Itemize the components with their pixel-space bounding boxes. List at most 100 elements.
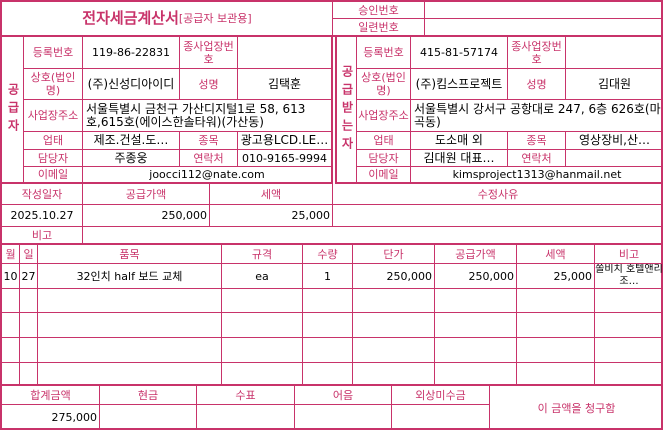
items-header-unit-price: 단가 xyxy=(353,245,435,264)
approval-value xyxy=(425,2,663,19)
items-header-tax-amount: 세액 xyxy=(517,245,595,264)
supplier-contact-label: 연락처 xyxy=(180,150,238,167)
supplier-item-label: 종목 xyxy=(180,132,238,150)
footer-credit-value xyxy=(392,405,490,430)
empty-cell xyxy=(353,313,435,338)
receiver-biz-type: 도소매 외 xyxy=(411,132,508,150)
receiver-biz-type-label: 업태 xyxy=(357,132,411,150)
empty-cell xyxy=(2,313,20,338)
item-remark: 쏠비치 호텔앤리조… xyxy=(595,264,663,289)
footer-check-label: 수표 xyxy=(197,386,295,405)
empty-cell xyxy=(435,313,517,338)
supplier-contact: 010-9165-9994 xyxy=(238,150,333,167)
supplier-manager-label: 담당자 xyxy=(24,150,83,167)
empty-cell xyxy=(303,338,353,363)
items-header-item-name: 품목 xyxy=(38,245,222,264)
empty-cell xyxy=(353,363,435,386)
empty-cell xyxy=(2,338,20,363)
empty-cell xyxy=(435,363,517,386)
footer-total-label: 합계금액 xyxy=(2,386,100,405)
item-spec: ea xyxy=(222,264,303,289)
footer-cash-label: 현금 xyxy=(100,386,197,405)
empty-cell xyxy=(303,289,353,313)
receiver-name-label: 상호(법인명) xyxy=(357,69,411,100)
empty-cell xyxy=(517,313,595,338)
item-qty: 1 xyxy=(303,264,353,289)
items-header-qty: 수량 xyxy=(303,245,353,264)
supplier-name: (주)신성디아이디 xyxy=(83,69,180,100)
supply-value: 250,000 xyxy=(83,205,210,227)
reason-label: 수정사유 xyxy=(333,184,663,205)
item-month: 10 xyxy=(2,264,20,289)
receiver-reg-no: 415-81-57174 xyxy=(411,37,508,69)
empty-cell xyxy=(20,338,38,363)
serial-label: 일련번호 xyxy=(333,19,425,37)
empty-cell xyxy=(38,363,222,386)
note-label: 비고 xyxy=(2,227,83,245)
note-value xyxy=(83,227,663,245)
empty-cell xyxy=(595,338,663,363)
supplier-email-label: 이메일 xyxy=(24,167,83,184)
item-supply-amount: 250,000 xyxy=(435,264,517,289)
items-header-day: 일 xyxy=(20,245,38,264)
empty-cell xyxy=(222,363,303,386)
empty-cell xyxy=(38,338,222,363)
claim-text: 이 금액을 청구함 xyxy=(537,401,616,415)
title-main: 전자세금계산서 xyxy=(82,9,179,27)
receiver-rep: 김대원 xyxy=(566,69,663,100)
items-header-remark: 비고 xyxy=(595,245,663,264)
tax-value: 25,000 xyxy=(210,205,333,227)
receiver-item: 영상장비,산… xyxy=(566,132,663,150)
date-label: 작성일자 xyxy=(2,184,83,205)
empty-cell xyxy=(20,289,38,313)
empty-cell xyxy=(517,338,595,363)
receiver-contact-label: 연락처 xyxy=(508,150,566,167)
receiver-manager-label: 담당자 xyxy=(357,150,411,167)
empty-cell xyxy=(517,363,595,386)
empty-cell xyxy=(222,338,303,363)
receiver-reg-no-label: 등록번호 xyxy=(357,37,411,69)
empty-cell xyxy=(353,289,435,313)
title-sub: [공급자 보관용] xyxy=(178,12,252,25)
item-day: 27 xyxy=(20,264,38,289)
footer-cash-value xyxy=(100,405,197,430)
receiver-manager: 김대원 대표… xyxy=(411,150,508,167)
item-unit-price: 250,000 xyxy=(353,264,435,289)
supplier-address-label: 사업장주소 xyxy=(24,100,83,132)
date-value: 2025.10.27 xyxy=(2,205,83,227)
footer-check-value xyxy=(197,405,295,430)
receiver-name: (주)킴스프로젝트 xyxy=(411,69,508,100)
receiver-email-label: 이메일 xyxy=(357,167,411,184)
supplier-email[interactable]: joocci112@nate.com xyxy=(83,167,333,184)
receiver-address: 서울특별시 강서구 공항대로 247, 6층 626호(마곡동) xyxy=(411,100,663,132)
empty-cell xyxy=(517,289,595,313)
supplier-sub-biz-label: 종사업장번호 xyxy=(180,37,238,69)
empty-cell xyxy=(435,289,517,313)
supplier-side-label: 공급자 xyxy=(2,37,24,184)
supply-label: 공급가액 xyxy=(83,184,210,205)
empty-cell xyxy=(2,289,20,313)
supplier-address: 서울특별시 금천구 가산디지털1로 58, 613호,615호(에이스한솔타워)… xyxy=(83,100,333,132)
item-tax-amount: 25,000 xyxy=(517,264,595,289)
empty-cell xyxy=(38,313,222,338)
empty-cell xyxy=(303,313,353,338)
empty-cell xyxy=(20,313,38,338)
supplier-name-label: 상호(법인명) xyxy=(24,69,83,100)
items-header-month: 월 xyxy=(2,245,20,264)
empty-cell xyxy=(222,289,303,313)
supplier-biz-type: 제조.건설.도… xyxy=(83,132,180,150)
receiver-item-label: 종목 xyxy=(508,132,566,150)
serial-value xyxy=(425,19,663,37)
supplier-manager: 주종웅 xyxy=(83,150,180,167)
item-item-name: 32인치 half 보드 교체 xyxy=(38,264,222,289)
receiver-side-label: 공급받는자 xyxy=(335,37,357,184)
supplier-rep-label: 성명 xyxy=(180,69,238,100)
empty-cell xyxy=(38,289,222,313)
empty-cell xyxy=(20,363,38,386)
approval-label: 승인번호 xyxy=(333,2,425,19)
receiver-sub-biz xyxy=(566,37,663,69)
empty-cell xyxy=(595,363,663,386)
receiver-email[interactable]: kimsproject1313@hanmail.net xyxy=(411,167,663,184)
invoice-title: 전자세금계산서 [공급자 보관용] xyxy=(2,2,333,37)
